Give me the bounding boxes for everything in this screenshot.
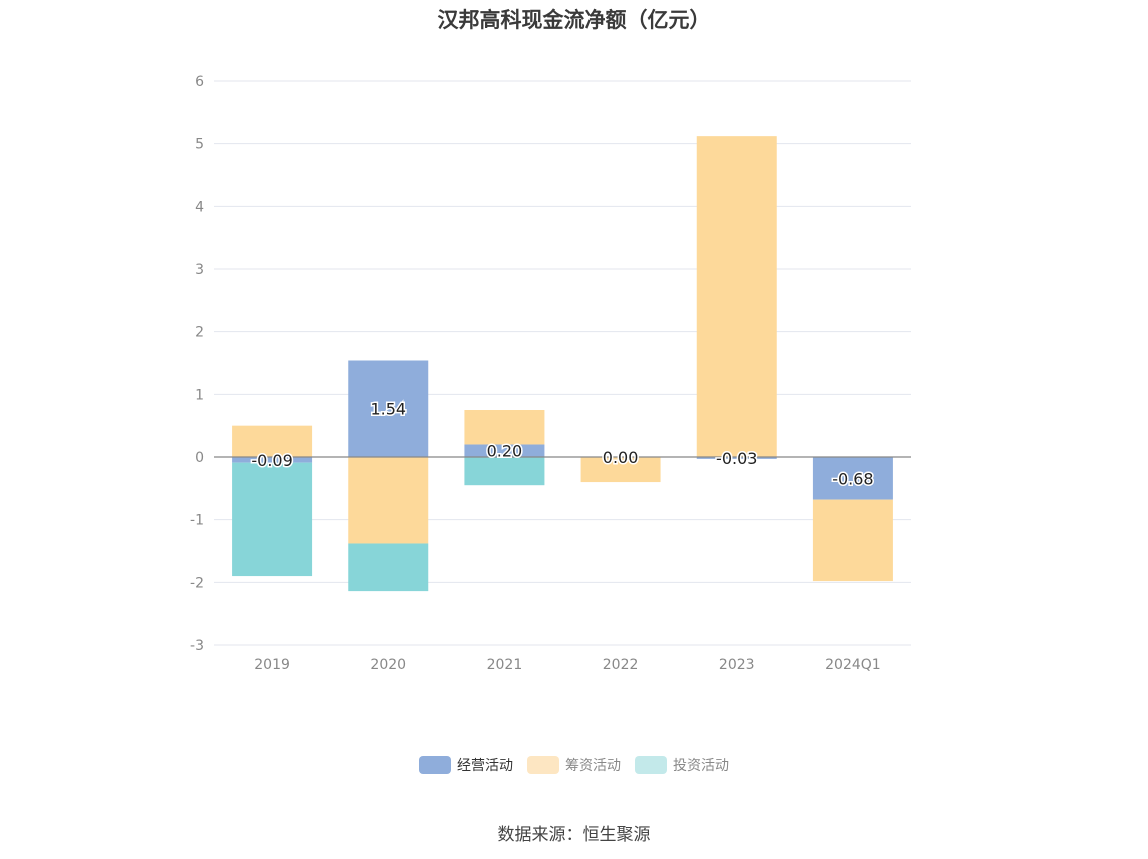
legend-label-financing: 筹资活动 [565,758,621,774]
legend-item-financing[interactable]: 筹资活动 [527,755,621,775]
data-label-operating: -0.68 [832,469,873,488]
x-tick-label: 2024Q1 [825,657,881,673]
bar-financing-2022 [580,457,661,483]
legend-label-operating: 经营活动 [457,758,513,774]
y-tick-label: -1 [190,513,204,529]
legend-label-investing: 投资活动 [673,758,729,774]
data-label-operating: -0.09 [251,451,292,470]
bar-financing-2024Q1 [812,499,893,582]
data-label-operating: 0.20 [487,442,523,461]
bar-financing-2023 [696,136,777,457]
y-tick-label: 0 [195,450,204,466]
y-tick-label: 4 [195,199,204,215]
x-tick-label: 2019 [254,657,290,673]
y-tick-label: 1 [195,387,204,403]
data-label-operating: 1.54 [370,400,406,419]
y-tick-label: -3 [190,638,204,654]
bar-financing-2019 [232,425,313,457]
x-tick-label: 2022 [603,657,639,673]
legend-item-investing[interactable]: 投资活动 [635,755,729,775]
legend-swatch-investing [635,756,667,774]
bar-operating-2024Q1 [812,457,893,500]
bar-operating-2021 [464,444,545,457]
data-source: 数据来源：恒生聚源 [497,825,651,845]
legend-swatch-financing [527,756,559,774]
legend: 经营活动 筹资活动 投资活动 [0,755,1148,775]
bar-operating-2023 [696,457,777,459]
bar-investing-2020 [348,543,429,592]
x-tick-label: 2023 [719,657,755,673]
bar-financing-2021 [464,410,545,445]
bar-investing-2019 [232,462,313,577]
legend-item-operating[interactable]: 经营活动 [419,755,513,775]
y-tick-label: 3 [195,262,204,278]
bar-operating-2020 [348,360,429,457]
data-label-operating: 0.00 [603,448,639,467]
data-label-operating: -0.03 [716,449,757,468]
y-tick-label: 5 [195,137,204,153]
y-tick-label: 6 [195,74,204,90]
x-tick-label: 2021 [487,657,523,673]
y-tick-label: 2 [195,325,204,341]
y-tick-label: -2 [190,575,204,591]
bar-investing-2021 [464,457,545,486]
chart-title: 汉邦高科现金流净额（亿元） [437,8,711,32]
legend-swatch-operating [419,756,451,774]
x-tick-label: 2020 [370,657,406,673]
bar-financing-2020 [348,457,429,544]
bar-operating-2019 [232,457,313,463]
